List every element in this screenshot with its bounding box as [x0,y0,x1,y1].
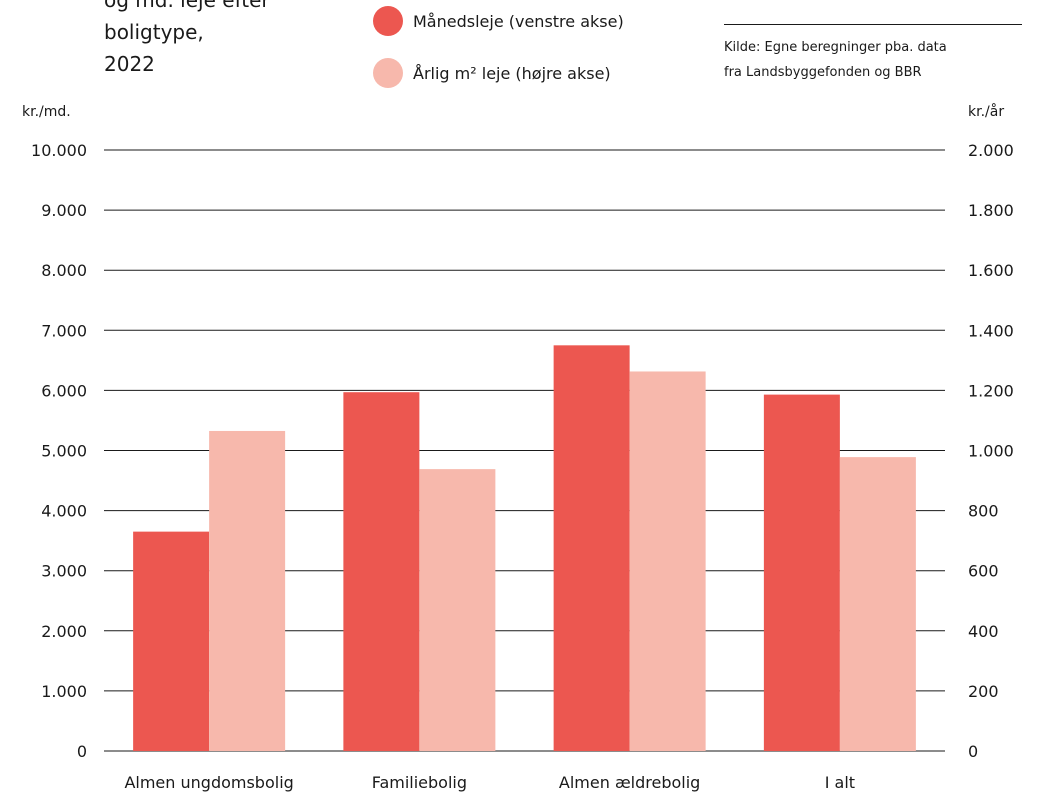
source-divider [724,24,1022,25]
chart-title-line: 2022 [104,52,155,76]
left-axis-tick-label: 3.000 [41,562,87,581]
left-axis-tick-label: 2.000 [41,622,87,641]
source-line: Kilde: Egne beregninger pba. data [724,40,947,55]
right-axis-tick-label: 1.200 [968,381,1014,400]
bar-annual-sqm-rent [209,430,286,751]
bar-annual-sqm-rent [629,371,706,751]
left-axis-tick-label: 1.000 [41,682,87,701]
right-axis-tick-label: 800 [968,502,999,521]
left-axis-tick-label: 4.000 [41,502,87,521]
legend-item-annual-sqm-rent: Årlig m² leje (højre akse) [373,58,624,88]
legend-item-monthly-rent: Månedsleje (venstre akse) [373,6,624,36]
legend-label-annual-sqm-rent: Årlig m² leje (højre akse) [413,63,611,83]
x-axis-category-label: Almen ungdomsbolig [124,773,293,792]
left-axis-tick-label: 6.000 [41,381,87,400]
bar-annual-sqm-rent [419,469,496,751]
bar-annual-sqm-rent [839,457,916,751]
right-axis-tick-label: 0 [968,742,978,761]
x-axis-category-label: I alt [825,773,855,792]
right-axis-tick-label: 2.000 [968,141,1014,160]
bar-monthly-rent [343,392,420,751]
right-axis-tick-label: 1.800 [968,201,1014,220]
chart-title: og md. leje efter boligtype, 2022 [104,0,270,80]
left-axis-unit-label: kr./md. [22,104,71,120]
left-axis-tick-label: 0 [77,742,87,761]
left-axis-tick-label: 7.000 [41,321,87,340]
right-axis-tick-label: 400 [968,622,999,641]
x-axis-category-label: Almen ældrebolig [559,773,700,792]
bar-monthly-rent [133,531,210,751]
source-note: Kilde: Egne beregninger pba. data fra La… [724,24,1022,85]
bar-monthly-rent [553,345,630,751]
left-axis-tick-label: 10.000 [31,141,87,160]
right-axis-tick-label: 600 [968,562,999,581]
source-line: fra Landsbyggefonden og BBR [724,65,922,80]
right-axis-unit-label: kr./år [968,104,1005,120]
left-axis-tick-label: 5.000 [41,442,87,461]
bar-monthly-rent [763,394,840,751]
left-axis-tick-label: 9.000 [41,201,87,220]
left-axis-tick-label: 8.000 [41,261,87,280]
chart-title-line: boligtype, [104,20,204,44]
legend-label-monthly-rent: Månedsleje (venstre akse) [413,11,624,31]
right-axis-tick-label: 200 [968,682,999,701]
right-axis-tick-label: 1.600 [968,261,1014,280]
legend-swatch-annual-sqm-rent [373,58,403,88]
chart-legend: Månedsleje (venstre akse) Årlig m² leje … [373,6,624,110]
chart-title-line: og md. leje efter [104,0,270,12]
right-axis-tick-label: 1.000 [968,442,1014,461]
legend-swatch-monthly-rent [373,6,403,36]
x-axis-category-label: Familiebolig [372,773,467,792]
right-axis-tick-label: 1.400 [968,321,1014,340]
